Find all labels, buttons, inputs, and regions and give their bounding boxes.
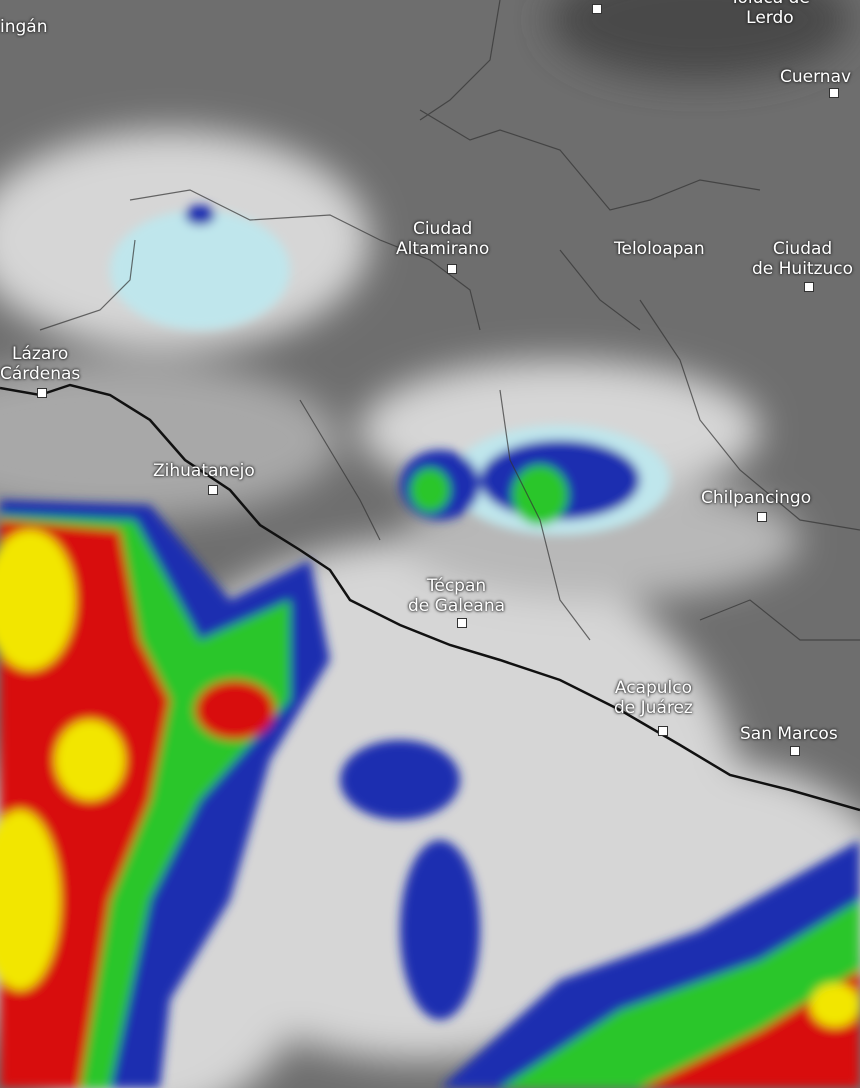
city-label-chilpancingo: Chilpancingo bbox=[701, 488, 812, 508]
city-label-huitzuco: Ciudad de Huitzuco bbox=[752, 239, 854, 279]
city-marker bbox=[37, 388, 47, 398]
city-label-toluca: Toluca deLerdo bbox=[730, 0, 810, 28]
coastline bbox=[0, 383, 860, 812]
city-marker bbox=[457, 618, 467, 628]
city-marker bbox=[658, 726, 668, 736]
city-marker bbox=[757, 512, 767, 522]
radar-precipitation bbox=[0, 205, 860, 1088]
city-marker bbox=[829, 88, 839, 98]
city-label-lazaro-cardenas: Lázaro Cárdenas bbox=[0, 344, 81, 384]
city-label-apatzingan: ingán bbox=[0, 17, 48, 37]
city-label-ciudad-altamirano: Ciudad Altamirano bbox=[396, 219, 490, 259]
city-marker bbox=[592, 4, 602, 14]
city-label-teloloapan: Teloloapan bbox=[614, 239, 705, 259]
city-label-acapulco: Acapulco de Juárez bbox=[614, 678, 693, 718]
state-borders bbox=[39, 0, 860, 641]
city-label-cuernavaca: Cuernav bbox=[780, 67, 852, 87]
city-marker bbox=[804, 282, 814, 292]
city-marker bbox=[447, 264, 457, 274]
city-label-tecpan: Técpan de Galeana bbox=[408, 576, 506, 616]
city-label-san-marcos: San Marcos bbox=[740, 724, 838, 744]
city-label-zihuatanejo: Zihuatanejo bbox=[153, 461, 255, 481]
city-marker bbox=[208, 485, 218, 495]
city-marker bbox=[790, 746, 800, 756]
